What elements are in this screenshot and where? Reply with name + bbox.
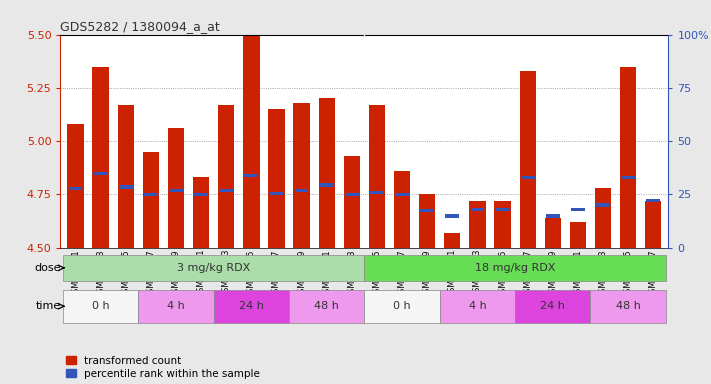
Bar bbox=[471, 208, 484, 212]
Bar bbox=[469, 201, 486, 248]
Text: 4 h: 4 h bbox=[167, 301, 185, 311]
Bar bbox=[243, 35, 260, 248]
Bar bbox=[394, 171, 410, 248]
Bar bbox=[520, 176, 535, 179]
Bar bbox=[595, 188, 611, 248]
Bar bbox=[370, 191, 384, 194]
Bar bbox=[143, 152, 159, 248]
Bar bbox=[345, 193, 359, 196]
Bar bbox=[646, 199, 661, 202]
Bar bbox=[193, 177, 209, 248]
Bar bbox=[294, 189, 309, 192]
Bar bbox=[364, 255, 665, 281]
Bar bbox=[590, 290, 665, 323]
Text: 4 h: 4 h bbox=[469, 301, 486, 311]
Bar bbox=[520, 71, 536, 248]
Bar bbox=[395, 193, 409, 196]
Bar bbox=[63, 255, 364, 281]
Bar bbox=[319, 99, 335, 248]
Text: 48 h: 48 h bbox=[616, 301, 641, 311]
Bar bbox=[245, 174, 258, 177]
Text: 48 h: 48 h bbox=[314, 301, 339, 311]
Bar bbox=[218, 105, 235, 248]
Bar bbox=[268, 109, 284, 248]
Bar bbox=[621, 176, 635, 179]
Bar bbox=[444, 233, 461, 248]
Bar bbox=[219, 189, 233, 192]
Bar bbox=[596, 204, 610, 207]
Bar bbox=[169, 189, 183, 192]
Text: GDS5282 / 1380094_a_at: GDS5282 / 1380094_a_at bbox=[60, 20, 220, 33]
Text: 0 h: 0 h bbox=[92, 301, 109, 311]
Bar bbox=[494, 201, 510, 248]
Bar bbox=[269, 192, 284, 195]
Text: 3 mg/kg RDX: 3 mg/kg RDX bbox=[177, 263, 250, 273]
Text: dose: dose bbox=[34, 263, 61, 273]
Bar bbox=[94, 172, 107, 175]
Bar bbox=[144, 193, 158, 196]
Bar bbox=[194, 193, 208, 196]
Bar bbox=[68, 124, 84, 248]
Text: 24 h: 24 h bbox=[540, 301, 565, 311]
Bar bbox=[545, 218, 561, 248]
Bar bbox=[289, 290, 364, 323]
Bar bbox=[645, 201, 661, 248]
Text: 18 mg/kg RDX: 18 mg/kg RDX bbox=[475, 263, 555, 273]
Bar bbox=[119, 185, 133, 189]
Bar bbox=[68, 187, 82, 190]
Bar bbox=[570, 222, 586, 248]
Bar bbox=[343, 156, 360, 248]
Bar bbox=[515, 290, 590, 323]
Bar bbox=[168, 128, 184, 248]
Bar bbox=[546, 214, 560, 218]
Bar bbox=[364, 290, 439, 323]
Bar bbox=[214, 290, 289, 323]
Bar bbox=[92, 66, 109, 248]
Bar bbox=[419, 194, 435, 248]
Text: 24 h: 24 h bbox=[239, 301, 264, 311]
Bar bbox=[620, 66, 636, 248]
Legend: transformed count, percentile rank within the sample: transformed count, percentile rank withi… bbox=[65, 356, 260, 379]
Bar bbox=[369, 105, 385, 248]
Bar bbox=[571, 208, 585, 212]
Bar bbox=[439, 290, 515, 323]
Bar bbox=[496, 208, 510, 212]
Bar bbox=[117, 105, 134, 248]
Text: 0 h: 0 h bbox=[393, 301, 411, 311]
Bar bbox=[320, 183, 333, 187]
Bar bbox=[420, 209, 434, 212]
Bar bbox=[63, 290, 139, 323]
Bar bbox=[139, 290, 214, 323]
Bar bbox=[294, 103, 310, 248]
Text: time: time bbox=[36, 301, 61, 311]
Bar bbox=[445, 214, 459, 218]
